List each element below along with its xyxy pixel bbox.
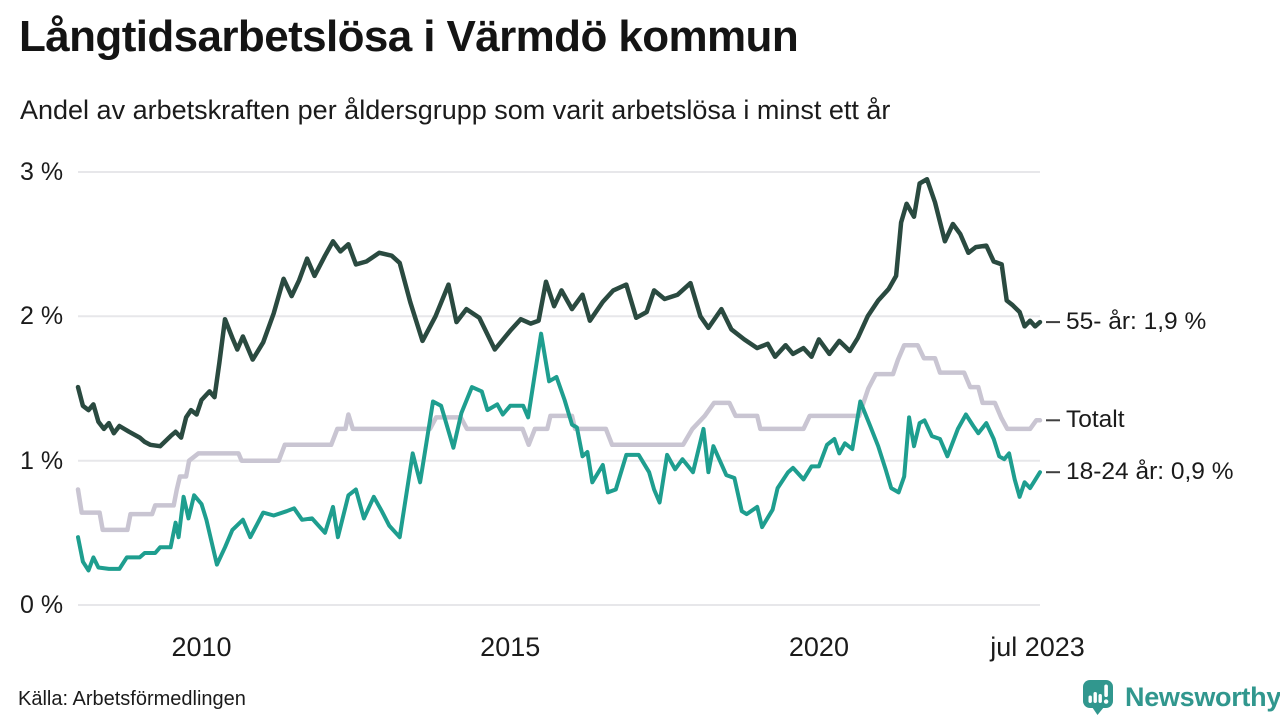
x-tick-label-3: jul 2023 <box>990 632 1085 662</box>
y-tick-label-3: 0 % <box>20 591 64 619</box>
series-end-label-0: 55- år: 1,9 % <box>1066 308 1207 336</box>
newsworthy-bubble-icon <box>1083 680 1113 715</box>
x-tick-label-1: 2015 <box>480 632 541 662</box>
series-end-label-2: 18-24 år: 0,9 % <box>1066 458 1234 486</box>
y-tick-label-2: 1 % <box>20 446 64 475</box>
bar-icon <box>1098 694 1102 703</box>
newsworthy-logo[interactable]: Newsworthy <box>1082 679 1280 716</box>
exclamation-dot <box>1103 699 1109 704</box>
series-line-1 <box>75 342 1043 533</box>
series-line-0 <box>75 176 1043 449</box>
x-tick-label-2: 2020 <box>788 632 849 662</box>
y-tick-label-1: 2 % <box>20 302 64 331</box>
series-line-2 <box>76 331 1042 573</box>
exclamation-icon <box>1104 684 1108 697</box>
x-tick-label-0: 2010 <box>171 632 232 662</box>
brand-name[interactable]: Newsworthy <box>1125 682 1280 712</box>
bar-icon <box>1088 695 1092 703</box>
series-end-label-1: Totalt <box>1066 406 1125 434</box>
chart-subtitle: Andel av arbetskraften per åldersgrupp s… <box>20 95 891 125</box>
chart-title: Långtidsarbetslösa i Värmdö kommun <box>19 12 799 61</box>
bar-icon <box>1093 692 1097 703</box>
y-tick-label-0: 3 % <box>20 158 64 186</box>
source-note: Källa: Arbetsförmedlingen <box>18 688 246 710</box>
